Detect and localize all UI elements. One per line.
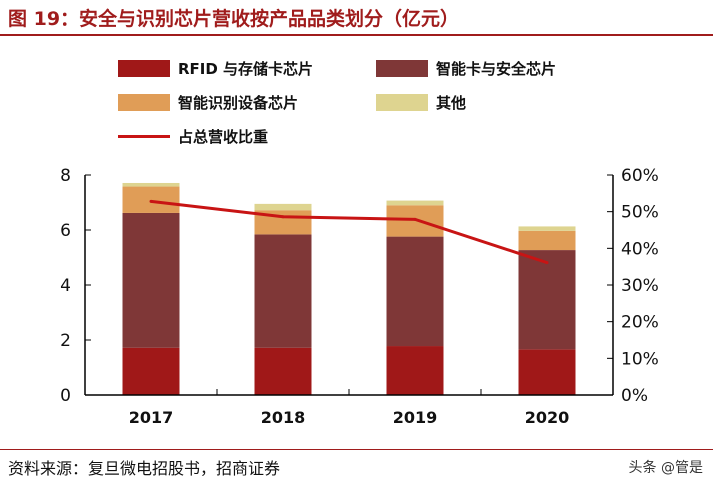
legend-label: 智能卡与安全芯片 — [436, 60, 557, 78]
bar-segment — [254, 347, 312, 395]
bar-segment — [518, 349, 576, 395]
legend-label: RFID 与存储卡芯片 — [178, 60, 314, 78]
legend-line — [118, 135, 170, 138]
legend-label: 智能识别设备芯片 — [178, 94, 299, 112]
legend-swatch — [118, 60, 170, 77]
x-tick-label: 2019 — [393, 408, 438, 427]
watermark: 头条 @管是 — [628, 460, 703, 476]
bar-segment — [254, 234, 312, 348]
y-tick-label: 6 — [60, 221, 71, 241]
y2-tick-label: 40% — [621, 239, 659, 259]
legend-item-smartcard: 智能卡与安全芯片 — [376, 58, 556, 79]
bar-segment — [386, 346, 444, 395]
y2-tick-label: 60% — [621, 166, 659, 186]
bar-segment — [122, 347, 180, 395]
chart-title: 图 19：安全与识别芯片营收按产品品类划分（亿元） — [8, 8, 460, 30]
y2-tick-label: 20% — [621, 313, 659, 333]
share-point — [149, 199, 153, 203]
y-tick-label: 4 — [60, 276, 71, 296]
share-point — [545, 261, 549, 265]
x-tick-label: 2017 — [129, 408, 174, 427]
bar-segment — [122, 212, 180, 348]
y-tick-label: 2 — [60, 331, 71, 351]
bar-segment — [254, 203, 312, 211]
y2-tick-label: 30% — [621, 276, 659, 296]
bar-segment — [386, 200, 444, 206]
y-tick-label: 8 — [60, 166, 71, 186]
bar-segment — [518, 226, 576, 231]
bar-segment — [386, 236, 444, 347]
legend-label: 其他 — [436, 94, 467, 112]
legend-swatch — [376, 60, 428, 77]
bar-segment — [518, 230, 576, 251]
legend-swatch — [118, 94, 170, 111]
x-tick-label: 2018 — [261, 408, 306, 427]
legend-item-share: 占总营收比重 — [118, 126, 268, 147]
source-note: 资料来源：复旦微电招股书，招商证券 — [8, 459, 281, 478]
title-divider — [0, 34, 713, 36]
bar-segment — [122, 182, 180, 187]
legend-item-rfid: RFID 与存储卡芯片 — [118, 58, 313, 79]
y2-tick-label: 0% — [621, 386, 648, 406]
share-line — [150, 199, 548, 265]
y2-tick-label: 50% — [621, 203, 659, 223]
share-point — [281, 215, 285, 219]
y2-tick-label: 10% — [621, 349, 659, 369]
x-tick-label: 2020 — [525, 408, 570, 427]
legend-item-other: 其他 — [376, 92, 466, 113]
bar-segment — [518, 250, 576, 350]
legend-swatch — [376, 94, 428, 111]
legend-item-recognition: 智能识别设备芯片 — [118, 92, 298, 113]
legend-label: 占总营收比重 — [178, 128, 269, 146]
y-tick-label: 0 — [60, 386, 71, 406]
bar-segment — [122, 186, 180, 213]
share-point — [413, 217, 417, 221]
source-divider — [0, 449, 713, 450]
